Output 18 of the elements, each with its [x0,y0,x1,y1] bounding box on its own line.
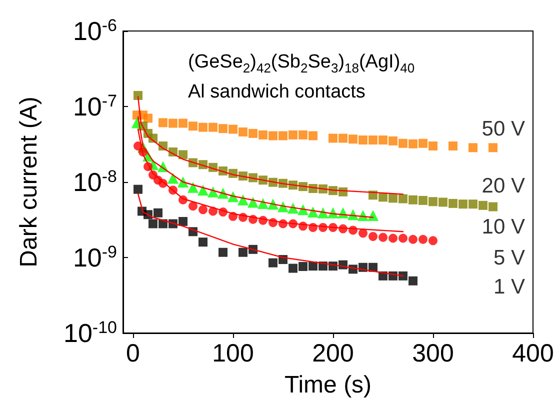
series-label: 50 V [482,118,525,140]
x-tick-label: 0 [126,340,140,368]
y-axis-title: Dark current (A) [16,96,42,268]
y-tick-label: 10$^{-10}$ [64,318,117,348]
y-tick-label: 10$^{-8}$ [72,166,117,197]
x-tick-label: 100 [212,340,254,368]
text: 1 V [493,276,525,298]
text: 10 V [482,216,525,238]
x-tick-label: 300 [412,340,454,368]
x-axis-title: Time (s) [284,372,372,398]
x-tick-label: 400 [512,340,554,368]
y-tick-label: 10$^{-6}$ [72,16,117,46]
annotation: Al sandwich contacts [188,82,366,102]
y-tick-label: 10$^{-7}$ [72,91,117,122]
x-tick-label: 200 [312,340,354,368]
y-tick-label: 10$^{-9}$ [72,242,117,272]
series-label: 20 V [482,174,525,198]
text: 5 V [493,246,525,270]
